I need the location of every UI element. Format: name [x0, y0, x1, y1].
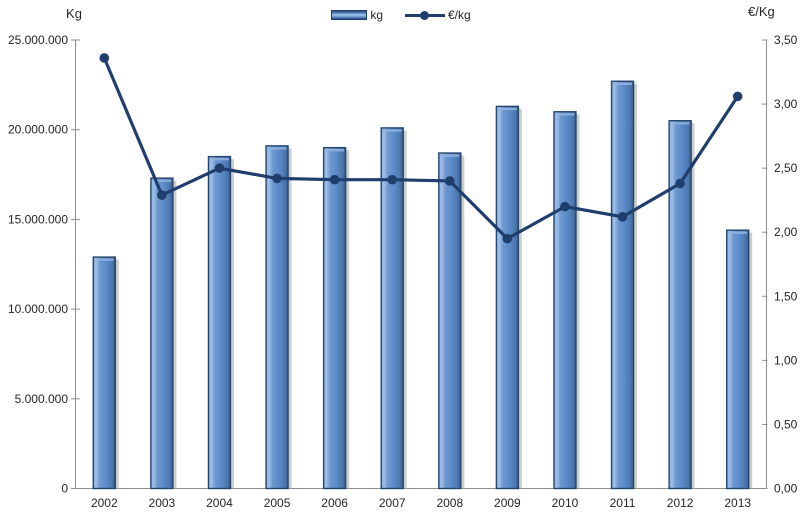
bar-2003 — [150, 177, 174, 490]
left-axis-tick-label: 15.000.000 — [8, 212, 68, 226]
right-axis-tick-label: 3,50 — [774, 33, 798, 47]
bar-shadow — [633, 83, 638, 489]
bar-2013 — [726, 229, 750, 490]
right-axis-tick-label: 0,50 — [774, 417, 798, 431]
x-axis-label-2013: 2013 — [724, 496, 751, 510]
line-marker-2003 — [157, 190, 167, 200]
x-axis-label-2007: 2007 — [379, 496, 406, 510]
line-marker-2005 — [272, 173, 282, 184]
line-swatch-icon — [405, 10, 445, 21]
bar-2008 — [438, 152, 462, 490]
x-axis-label-2010: 2010 — [552, 496, 579, 510]
bar-shadow — [288, 148, 292, 489]
bar-2004 — [207, 155, 232, 490]
bar-2005 — [265, 145, 289, 490]
left-axis-tick-label: 0 — [61, 482, 68, 496]
x-axis-label-2012: 2012 — [667, 496, 694, 510]
right-axis-tick-label: 0,00 — [774, 482, 798, 496]
line-marker-2008 — [444, 176, 455, 186]
line-marker-2004 — [214, 163, 225, 173]
x-axis-label-2003: 2003 — [149, 496, 176, 510]
x-axis-label-2002: 2002 — [91, 496, 118, 510]
bar-2011 — [610, 80, 635, 490]
line-marker-2012 — [675, 178, 685, 189]
left-axis-title: Kg — [66, 6, 82, 21]
right-axis-tick-label: 1,00 — [774, 353, 798, 367]
bar-2010 — [553, 111, 577, 490]
bar-shadow — [575, 114, 580, 489]
x-axis-label-2006: 2006 — [321, 496, 348, 510]
x-axis-label-2004: 2004 — [206, 496, 233, 510]
line-marker-2007 — [387, 174, 398, 185]
x-axis-label-2011: 2011 — [610, 496, 636, 510]
line-marker-2006 — [329, 174, 340, 185]
line-marker-2013 — [732, 91, 743, 102]
bar-shadow — [518, 108, 522, 489]
right-axis-title: €/Kg — [748, 4, 775, 19]
left-axis-tick-label: 10.000.000 — [8, 302, 68, 316]
right-axis-tick-label: 3,00 — [774, 97, 798, 111]
left-axis-tick-label: 25.000.000 — [8, 33, 68, 47]
bar-shadow — [115, 259, 119, 489]
bar-2007 — [380, 127, 404, 490]
line-marker-2009 — [502, 233, 513, 244]
legend-item-kg: kg — [331, 8, 383, 22]
bar-shadow — [748, 232, 753, 489]
bar-shadow — [172, 180, 177, 489]
eur-per-kg-line — [102, 56, 740, 241]
bar-shadow — [230, 159, 234, 489]
left-axis-tick-label: 20.000.000 — [8, 123, 68, 137]
x-axis-label-2005: 2005 — [264, 496, 291, 510]
right-axis-tick-label: 2,00 — [774, 225, 798, 239]
right-axis-tick-label: 2,50 — [774, 161, 798, 175]
bar-2006 — [322, 146, 347, 490]
legend: kg €/kg — [0, 8, 802, 22]
legend-label-kg: kg — [370, 8, 383, 22]
line-marker-2010 — [560, 201, 570, 212]
bar-swatch-icon — [331, 10, 368, 20]
legend-label-eur-per-kg: €/kg — [448, 8, 471, 22]
bar-shadow — [345, 150, 350, 489]
bar-2012 — [668, 120, 692, 490]
bar-shadow — [460, 155, 465, 489]
legend-item-eur-per-kg: €/kg — [405, 8, 471, 22]
bar-shadow — [691, 123, 695, 489]
x-axis-label-2008: 2008 — [436, 496, 463, 510]
x-axis-label-2009: 2009 — [494, 496, 521, 510]
right-axis-tick-label: 1,50 — [774, 289, 798, 303]
left-axis-tick-label: 5.000.000 — [15, 392, 69, 406]
bar-shadow — [403, 130, 407, 489]
bar-2009 — [495, 105, 520, 490]
line-marker-2002 — [99, 53, 110, 63]
bar-2002 — [92, 256, 116, 490]
line-marker-2011 — [617, 212, 628, 222]
